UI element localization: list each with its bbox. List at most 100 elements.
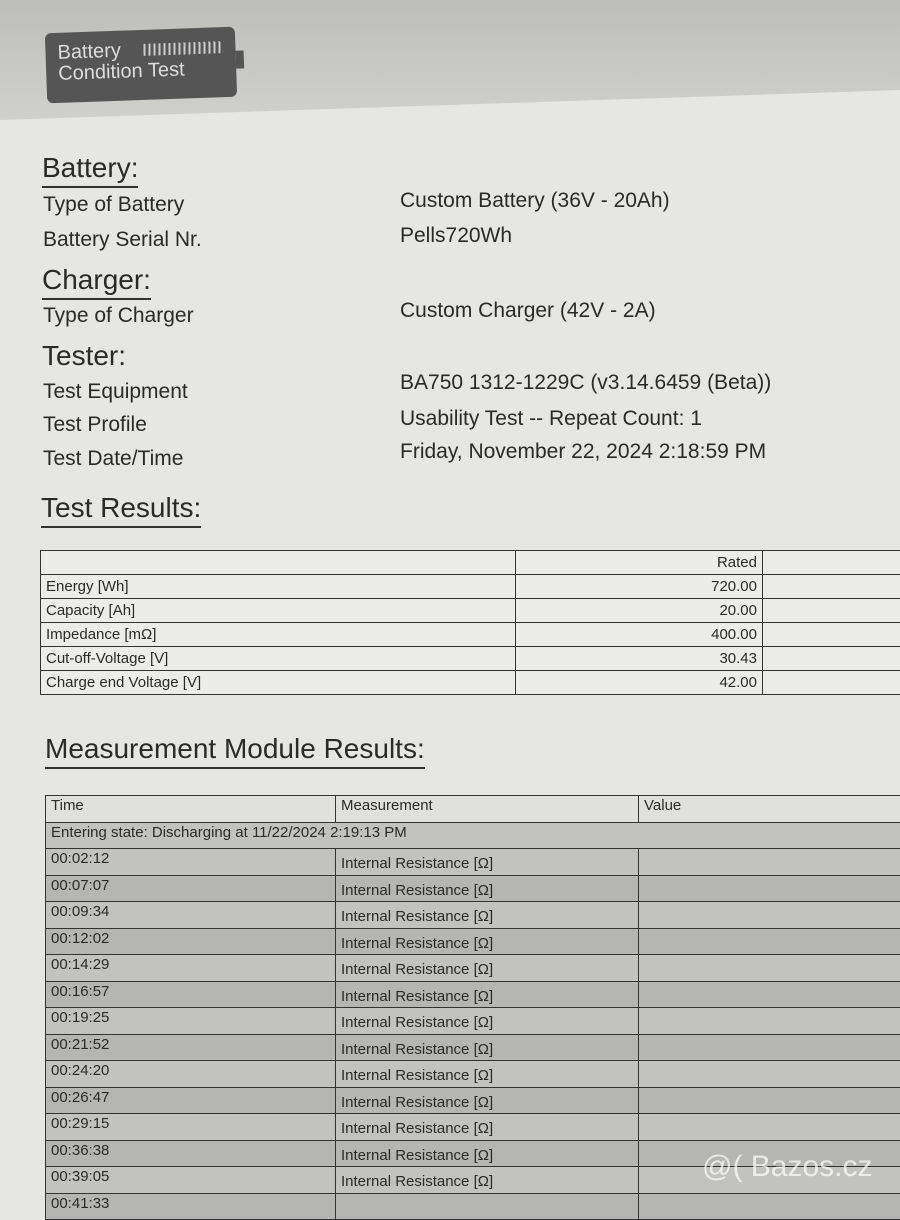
value-cell [639,981,900,1008]
time-cell: 00:29:15 [46,1114,336,1141]
rated-value: 42.00 [516,671,763,695]
profile-value: Usability Test -- Repeat Count: 1 [400,407,702,431]
result-label: Impedance [mΩ] [41,623,516,647]
charger-type-label: Type of Charger [43,304,194,328]
time-cell: 00:21:52 [46,1034,336,1061]
logo-line2: Condition Test [58,58,237,85]
table-row: Impedance [mΩ]400.00 [41,623,900,647]
battery-type-label: Type of Battery [43,193,184,217]
result-label: Capacity [Ah] [41,599,516,623]
time-cell: 00:16:57 [46,981,336,1008]
table-header-row: Rated [41,551,900,575]
table-row: 00:41:33 [46,1193,900,1220]
measurement-cell: Internal Resistance [Ω] [336,1008,639,1035]
rated-value: 20.00 [516,599,763,623]
result-label: Charge end Voltage [V] [41,671,516,695]
measurement-cell: Internal Resistance [Ω] [336,1087,639,1114]
value-cell [639,902,900,929]
time-cell: 00:39:05 [46,1167,336,1194]
state-text: Entering state: Discharging at 11/22/202… [46,822,900,849]
table-row: Capacity [Ah]20.00 [41,599,900,623]
measurement-cell: Internal Resistance [Ω] [336,902,639,929]
time-cell: 00:26:47 [46,1087,336,1114]
time-cell: 00:14:29 [46,955,336,982]
battery-cap-icon [236,50,245,68]
table-row: Charge end Voltage [V]42.00 [41,671,900,695]
state-row: Entering state: Discharging at 11/22/202… [46,822,900,849]
time-cell: 00:41:33 [46,1193,336,1220]
measurement-cell: Internal Resistance [Ω] [336,1167,639,1194]
datetime-label: Test Date/Time [43,447,183,471]
measurement-heading: Measurement Module Results: [45,733,425,769]
header-blank [41,551,516,575]
measurement-cell: Internal Resistance [Ω] [336,1034,639,1061]
value-cell [639,1061,900,1088]
measurement-cell: Internal Resistance [Ω] [336,1061,639,1088]
measurement-cell: Internal Resistance [Ω] [336,849,639,876]
tester-heading: Tester: [42,340,126,374]
extra-cell [763,599,900,623]
measurement-cell: Internal Resistance [Ω] [336,1114,639,1141]
equipment-label: Test Equipment [43,380,188,404]
table-row: Cut-off-Voltage [V]30.43 [41,647,900,671]
rated-header: Rated [516,551,763,575]
rated-value: 720.00 [516,575,763,599]
equipment-value: BA750 1312-1229C (v3.14.6459 (Beta)) [400,371,771,395]
watermark: @( Bazos.cz [702,1150,873,1184]
battery-serial-value: Pells720Wh [400,224,512,248]
time-cell: 00:07:07 [46,875,336,902]
measurement-cell: Internal Resistance [Ω] [336,928,639,955]
battery-heading: Battery: [42,152,138,188]
value-cell [639,928,900,955]
time-cell: 00:02:12 [46,849,336,876]
measurement-cell: Internal Resistance [Ω] [336,955,639,982]
time-cell: 00:24:20 [46,1061,336,1088]
profile-label: Test Profile [43,413,147,437]
value-cell [639,849,900,876]
value-cell [639,1034,900,1061]
value-cell [639,1193,900,1220]
measurement-cell: Internal Resistance [Ω] [336,1140,639,1167]
measurement-cell [336,1193,639,1220]
battery-type-value: Custom Battery (36V - 20Ah) [400,189,670,213]
time-cell: 00:09:34 [46,902,336,929]
value-cell [639,1087,900,1114]
extra-cell [763,575,900,599]
charger-heading: Charger: [42,264,151,300]
measurement-header: Measurement [336,796,639,823]
header-extra [763,551,900,575]
measurement-cell: Internal Resistance [Ω] [336,875,639,902]
rated-value: 30.43 [516,647,763,671]
time-cell: 00:36:38 [46,1140,336,1167]
time-cell: 00:12:02 [46,928,336,955]
value-cell [639,1114,900,1141]
result-label: Energy [Wh] [41,575,516,599]
rated-value: 400.00 [516,623,763,647]
value-cell [639,875,900,902]
extra-cell [763,671,900,695]
battery-serial-label: Battery Serial Nr. [43,228,202,252]
extra-cell [763,647,900,671]
result-label: Cut-off-Voltage [V] [41,647,516,671]
battery-condition-test-logo: Battery Condition Test [45,27,237,104]
value-cell [639,1008,900,1035]
measurement-cell: Internal Resistance [Ω] [336,981,639,1008]
time-cell: 00:19:25 [46,1008,336,1035]
value-cell [639,955,900,982]
time-header: Time [46,796,336,823]
table-row: Energy [Wh]720.00 [41,575,900,599]
test-results-heading: Test Results: [41,492,201,528]
table-header-row: Time Measurement Value [46,796,900,823]
value-header: Value [639,796,900,823]
